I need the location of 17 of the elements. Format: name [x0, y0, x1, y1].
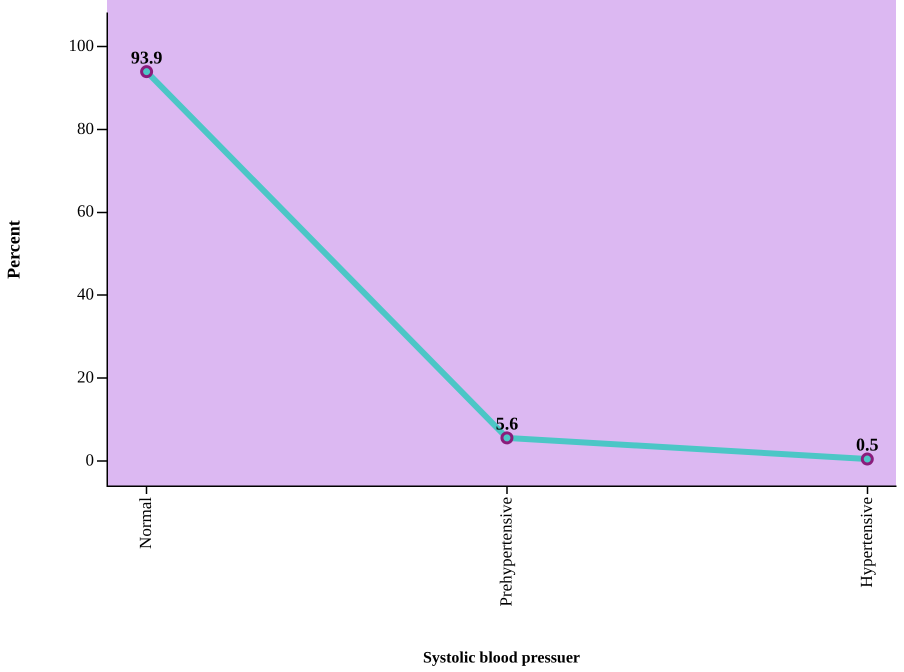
x-tick-label: Hypertensive	[856, 497, 876, 588]
y-tick-label: 0	[86, 450, 94, 470]
y-tick-label: 100	[68, 36, 94, 55]
x-tick-label: Prehypertensive	[496, 497, 516, 607]
data-label: 5.6	[496, 414, 518, 434]
point	[500, 431, 514, 444]
x-axis-title: Systolic blood pressuer	[422, 650, 580, 667]
y-tick-label: 60	[77, 202, 94, 221]
point	[140, 65, 154, 78]
y-tick-label: 80	[77, 118, 94, 138]
x-tick-label: Normal	[136, 496, 156, 549]
point	[860, 452, 874, 466]
y-tick-label: 20	[77, 368, 94, 387]
y-axis-title: Percent	[3, 220, 24, 279]
data-label: 0.5	[856, 434, 879, 455]
y-tick-label: 40	[77, 284, 94, 304]
data-label: 93.9	[130, 47, 162, 68]
